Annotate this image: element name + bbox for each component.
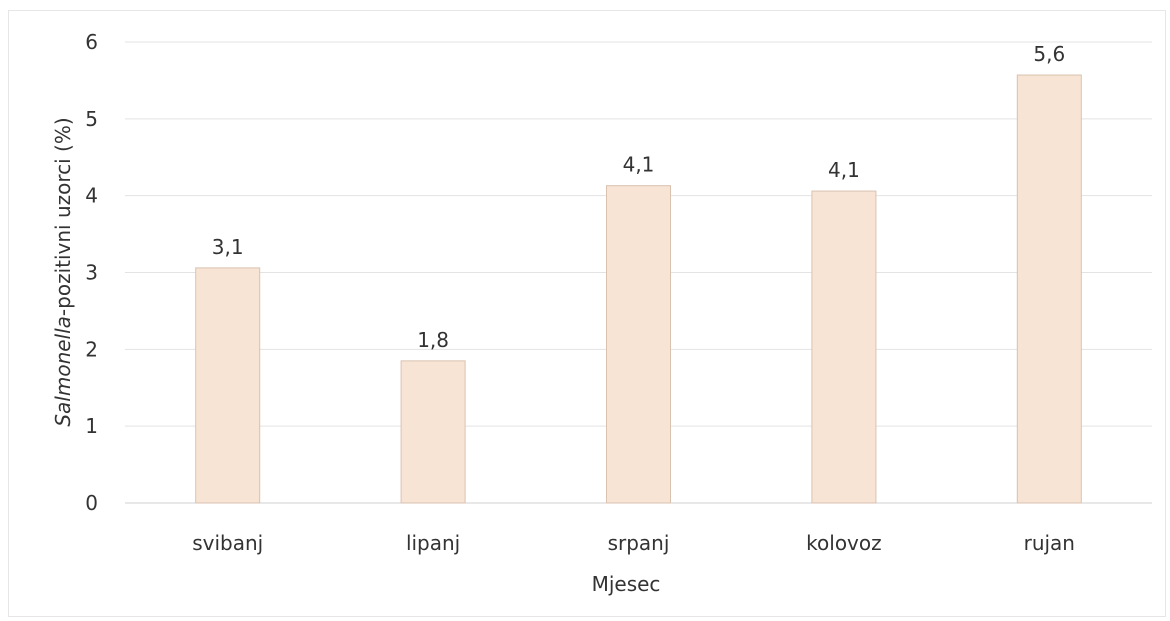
x-tick-label: srpanj [608, 531, 670, 555]
x-tick-label: lipanj [406, 531, 460, 555]
y-tick-label: 1 [85, 414, 98, 438]
y-tick-label: 5 [85, 107, 98, 131]
x-axis-ticks: svibanj lipanj srpanj kolovoz rujan [192, 531, 1075, 555]
y-tick-label: 3 [85, 261, 98, 285]
y-tick-label: 0 [85, 491, 98, 515]
y-tick-label: 4 [85, 184, 98, 208]
data-label: 4,1 [828, 158, 860, 182]
x-tick-label: kolovoz [806, 531, 881, 555]
y-axis-title-rest: -pozitivni uzorci (%) [51, 117, 75, 316]
y-axis-title: Salmonella-pozitivni uzorci (%) [51, 117, 75, 426]
y-axis-title-italic: Salmonella [51, 316, 75, 427]
bar [195, 267, 261, 504]
gridlines [125, 41, 1152, 504]
bars [195, 74, 1082, 504]
data-label: 3,1 [212, 235, 244, 259]
data-label: 1,8 [417, 328, 449, 352]
bar [811, 190, 877, 504]
bar [1016, 74, 1082, 504]
x-tick-label: rujan [1024, 531, 1075, 555]
y-tick-label: 2 [85, 337, 98, 361]
data-label: 5,6 [1033, 42, 1065, 66]
chart-frame [8, 10, 1166, 617]
y-axis-ticks: 0 1 2 3 4 5 6 [85, 30, 98, 515]
bar [606, 185, 671, 504]
x-axis-title: Mjesec [592, 572, 661, 596]
data-labels: 3,1 1,8 4,1 4,1 5,6 [212, 42, 1065, 352]
y-tick-label: 6 [85, 30, 98, 54]
data-label: 4,1 [623, 153, 655, 177]
x-tick-label: svibanj [192, 531, 263, 555]
bar [400, 360, 466, 504]
